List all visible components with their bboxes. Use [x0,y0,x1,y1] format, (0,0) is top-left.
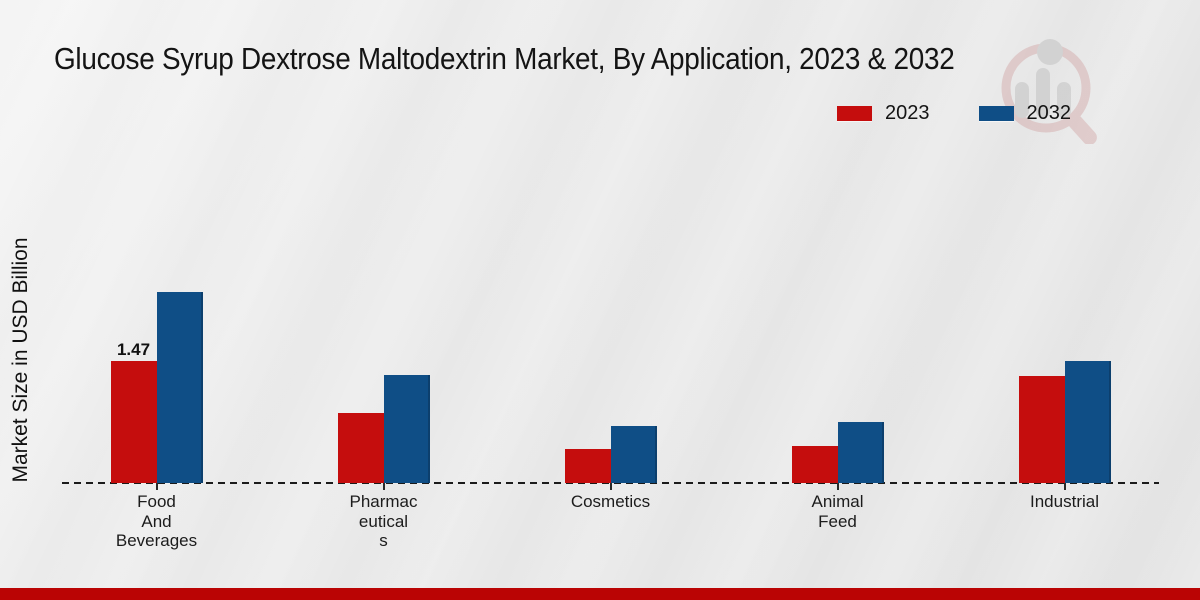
category-label-pharmaceuticals: Pharmac eutical s [349,492,418,550]
bar-2023-cosmetics [564,449,611,483]
bar-2023-industrial [1018,376,1065,483]
legend: 2023 2032 [837,102,1071,125]
bar-2023-pharmaceuticals [337,413,384,483]
x-axis-tick [609,483,612,490]
legend-label-2032: 2032 [1026,102,1072,124]
x-axis-tick [1063,483,1066,490]
category-label-food-and-beverages: Food And Beverages [115,492,198,550]
legend-item-2032: 2032 [978,102,1072,125]
category-label-industrial: Industrial [1030,492,1099,511]
chart-title: Glucose Syrup Dextrose Maltodextrin Mark… [54,41,955,76]
legend-swatch-2032 [978,106,1014,121]
legend-label-2023: 2023 [885,102,930,124]
bar-2032-animal-feed [837,422,884,483]
x-axis-tick [836,483,839,490]
bar-2032-industrial [1064,361,1111,483]
x-axis-tick [382,483,385,490]
bar-value-label: 1.47 [116,340,151,359]
legend-item-2023: 2023 [837,102,930,125]
bar-2032-pharmaceuticals [383,375,430,483]
bar-2023-food-and-beverages [110,361,157,483]
footer-accent-bar [0,588,1200,600]
magnifier-bar-chart-logo-icon [1001,39,1097,144]
bar-2032-cosmetics [610,426,657,483]
x-axis-tick [155,483,158,490]
category-label-animal-feed: Animal Feed [811,492,864,531]
bar-2023-animal-feed [791,446,838,483]
bar-2032-food-and-beverages [156,292,203,483]
category-label-cosmetics: Cosmetics [570,492,651,511]
legend-swatch-2023 [837,106,872,121]
